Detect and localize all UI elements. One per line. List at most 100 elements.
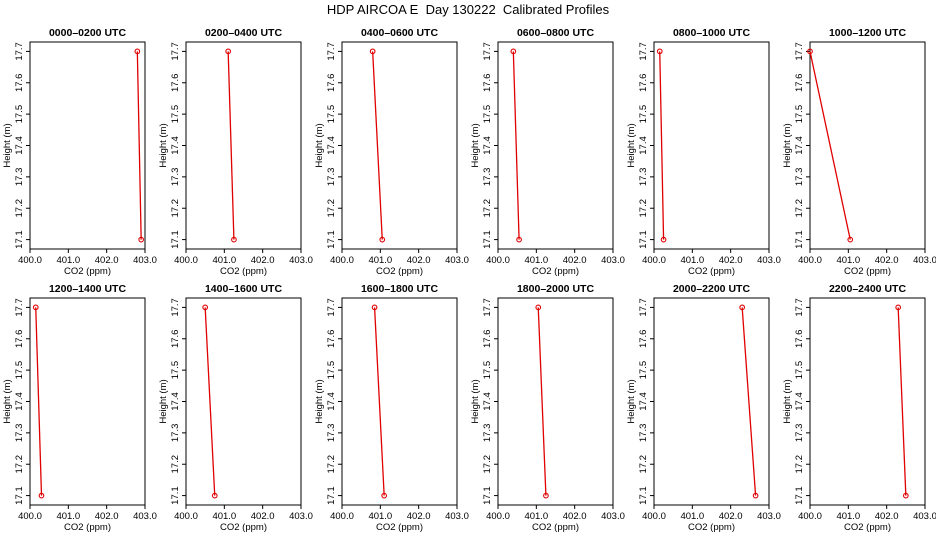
series-line [372,51,383,240]
x-axis-label: CO2 (ppm) [688,522,735,533]
y-tick-label: 17.3 [14,168,25,187]
data-point [807,48,813,55]
chart-panel: 1200–1400 UTC 400.0 401.0 402.0 403.0 17.1 17.… [2,283,157,533]
x-tick-label: 401.0 [836,511,860,522]
data-point [138,236,145,243]
panel-title: 0200–0400 UTC [205,27,282,39]
series-line [741,307,757,496]
panel-title: 0800–1000 UTC [673,27,750,39]
x-tick-label: 400.0 [642,255,666,266]
x-tick-label: 402.0 [251,511,275,522]
series-line [512,51,520,240]
y-axis-label: Height (m) [314,379,325,423]
chart-panel: 2200–2400 UTC 400.0 401.0 402.0 403.0 17.1 17.… [782,283,936,533]
y-tick-label: 17.6 [482,74,493,93]
y-tick-label: 17.6 [14,330,25,349]
x-tick-label: 403.0 [133,255,157,266]
chart-panel: 1800–2000 UTC 400.0 401.0 402.0 403.0 17.1 17.… [470,283,625,533]
panel-title: 0000–0200 UTC [49,27,126,39]
y-tick-label: 17.2 [794,199,805,218]
chart-panel: 1600–1800 UTC 400.0 401.0 402.0 403.0 17.1 17.… [314,283,469,533]
series-line [897,307,907,496]
x-tick-label: 401.0 [368,255,392,266]
data-point [134,48,141,55]
chart-panel: 0400–0600 UTC 400.0 401.0 402.0 403.0 17.1 17.… [314,27,469,277]
y-tick-label: 17.2 [794,455,805,474]
y-tick-label: 17.3 [14,424,25,443]
y-tick-label: 17.6 [170,74,181,93]
y-tick-label: 17.4 [482,136,493,155]
y-tick-label: 17.5 [14,361,25,380]
y-tick-label: 17.4 [170,392,181,411]
y-tick-label: 17.2 [638,455,649,474]
panel-title: 1800–2000 UTC [517,283,594,295]
series-line [809,51,851,240]
y-tick-label: 17.1 [326,486,337,505]
y-axis-label: Height (m) [782,123,793,167]
y-tick-label: 17.3 [482,168,493,187]
y-tick-label: 17.2 [14,199,25,218]
x-tick-label: 402.0 [407,255,431,266]
figure-title: HDP AIRCOA E Day 130222 Calibrated Profi… [326,2,610,17]
x-tick-label: 403.0 [289,255,313,266]
y-tick-label: 17.3 [794,168,805,187]
y-tick-label: 17.1 [14,486,25,505]
y-tick-label: 17.4 [326,392,337,411]
plot-frame [809,41,926,250]
x-tick-label: 401.0 [524,511,548,522]
y-tick-label: 17.5 [638,361,649,380]
y-tick-label: 17.6 [326,330,337,349]
y-axis-label: Height (m) [470,123,481,167]
data-point [32,304,39,311]
y-axis-label: Height (m) [782,379,793,423]
x-tick-label: 400.0 [330,511,354,522]
y-tick-label: 17.1 [794,230,805,249]
x-tick-label: 403.0 [757,511,781,522]
data-point [656,48,663,55]
y-tick-label: 17.7 [482,298,493,317]
plot-frame [341,41,458,250]
y-tick-label: 17.7 [638,298,649,317]
y-tick-label: 17.6 [326,74,337,93]
chart-panel: 0600–0800 UTC 400.0 401.0 402.0 403.0 17.1 17.… [470,27,625,277]
y-tick-label: 17.5 [170,361,181,380]
y-axis-label: Height (m) [626,379,637,423]
x-tick-label: 403.0 [757,255,781,266]
data-point [895,304,902,311]
chart-panel: 1000–1200 UTC 400.0 401.0 402.0 403.0 17.1 17.… [782,27,936,277]
data-point [202,304,209,311]
y-tick-label: 17.3 [170,168,181,187]
y-tick-label: 17.2 [482,199,493,218]
y-axis-label: Height (m) [158,379,169,423]
y-tick-label: 17.6 [794,74,805,93]
x-tick-label: 402.0 [563,511,587,522]
y-tick-label: 17.4 [794,392,805,411]
series-line [35,307,43,496]
panel-title: 1600–1800 UTC [361,283,438,295]
x-axis-label: CO2 (ppm) [220,266,267,277]
y-tick-label: 17.3 [170,424,181,443]
data-point [369,48,376,55]
data-point [535,304,542,311]
data-point [231,236,237,243]
chart-panel: 0000–0200 UTC 400.0 401.0 402.0 403.0 17.1 17.… [2,27,157,277]
y-tick-label: 17.5 [482,105,493,124]
x-tick-label: 400.0 [642,511,666,522]
y-tick-label: 17.7 [794,298,805,317]
x-tick-label: 400.0 [798,255,822,266]
data-point [516,236,522,243]
y-tick-label: 17.6 [14,74,25,93]
data-point [379,236,386,243]
plot-frame [29,297,146,506]
x-tick-label: 401.0 [368,511,392,522]
x-tick-label: 400.0 [486,255,510,266]
x-tick-label: 402.0 [719,255,743,266]
y-tick-label: 17.7 [794,42,805,61]
series-line [136,51,142,240]
panel-title: 1000–1200 UTC [829,27,906,39]
x-tick-label: 402.0 [719,511,743,522]
y-axis-label: Height (m) [158,123,169,167]
plot-frame [809,297,926,506]
y-tick-label: 17.5 [326,105,337,124]
